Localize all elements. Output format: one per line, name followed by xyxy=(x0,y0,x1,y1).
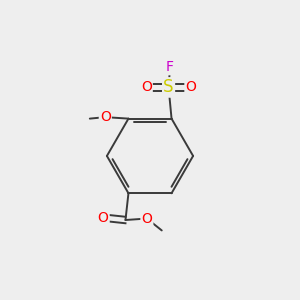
Text: S: S xyxy=(163,78,174,96)
Text: O: O xyxy=(141,80,152,94)
Text: O: O xyxy=(98,211,109,225)
Text: O: O xyxy=(100,110,111,124)
Text: O: O xyxy=(185,80,196,94)
Text: F: F xyxy=(166,60,174,74)
Text: O: O xyxy=(141,212,152,226)
